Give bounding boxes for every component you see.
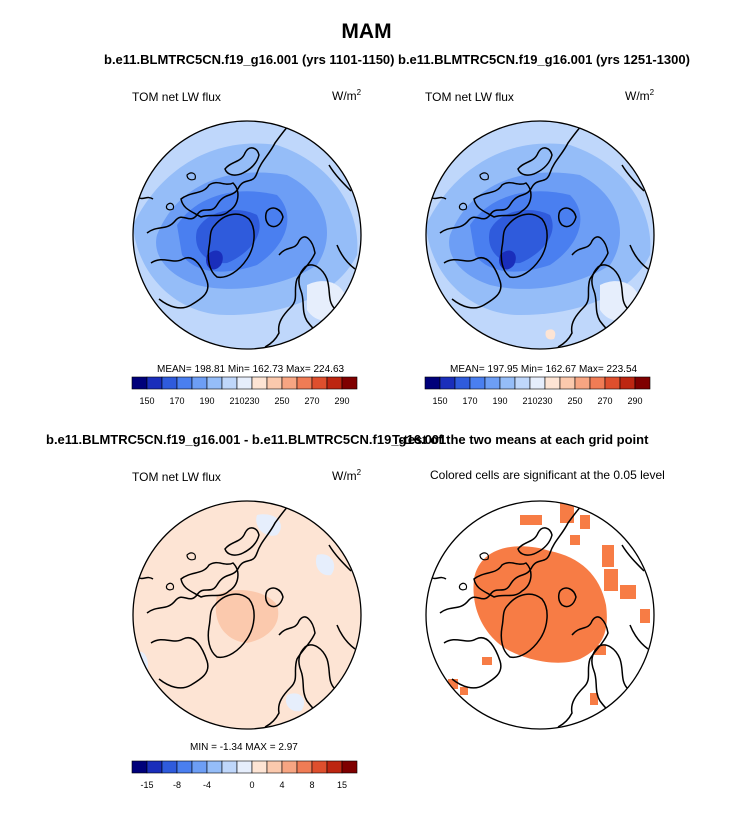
colorbar-tick-label: 190 <box>199 396 214 406</box>
colorbar-swatch <box>484 376 501 390</box>
panel3-variable-label: TOM net LW flux <box>132 470 221 484</box>
colorbar-tick-label: 170 <box>169 396 184 406</box>
colorbar-swatch <box>191 760 208 774</box>
panel1-stats: MEAN= 198.81 Min= 162.73 Max= 224.63 <box>157 364 345 375</box>
colorbar-tick-label: -15 <box>140 780 153 790</box>
colorbar-swatch <box>604 376 621 390</box>
panel4-title: T-test of the two means at each grid poi… <box>392 432 649 447</box>
colorbar-swatch <box>161 376 178 390</box>
colorbar-tick-label: 150 <box>139 396 154 406</box>
colorbar-swatch <box>544 376 561 390</box>
colorbar-tick-label: 270 <box>304 396 319 406</box>
panel2-units: W/m2 <box>625 88 655 103</box>
colorbar-swatch <box>176 760 193 774</box>
colorbar-swatch <box>326 760 343 774</box>
colorbar-tick-label: 4 <box>279 780 284 790</box>
panel1-title: b.e11.BLMTRC5CN.f19_g16.001 (yrs 1101-11… <box>104 52 395 67</box>
panel1-units: W/m2 <box>332 88 362 103</box>
colorbar-swatch <box>236 376 253 390</box>
colorbar-swatch <box>176 376 193 390</box>
colorbar-tick-label: 170 <box>462 396 477 406</box>
colorbar-swatch <box>266 376 283 390</box>
colorbar-tick-label: 290 <box>334 396 349 406</box>
colorbar-swatch <box>454 376 471 390</box>
colorbar-swatch <box>559 376 576 390</box>
colorbar-swatch <box>281 376 298 390</box>
colorbar-swatch <box>161 760 178 774</box>
colorbar-tick-label: 250 <box>567 396 582 406</box>
colorbar-tick-label: 210 <box>229 396 244 406</box>
colorbar-tick-label: 190 <box>492 396 507 406</box>
colorbar-swatch <box>341 376 358 390</box>
colorbar-swatch <box>146 376 163 390</box>
colorbar-swatch <box>589 376 606 390</box>
panel3-units: W/m2 <box>332 468 362 483</box>
colorbar-swatch <box>439 376 456 390</box>
colorbar-swatch <box>206 376 223 390</box>
colorbar-swatch <box>206 760 223 774</box>
colorbar-tick-label: 290 <box>627 396 642 406</box>
colorbar-swatch <box>131 376 148 390</box>
colorbar-swatch <box>634 376 651 390</box>
colorbar-tick-label: -4 <box>203 780 211 790</box>
panel2-map <box>425 120 655 350</box>
panel3-title: b.e11.BLMTRC5CN.f19_g16.001 - b.e11.BLMT… <box>46 432 447 447</box>
panel2-stats: MEAN= 197.95 Min= 162.67 Max= 223.54 <box>450 364 638 375</box>
colorbar-swatch <box>514 376 531 390</box>
panel3-colorbar: -15 -8 -4 0 4 8 15 <box>131 760 358 790</box>
panel4-subtitle: Colored cells are significant at the 0.0… <box>430 468 665 482</box>
colorbar-swatch <box>146 760 163 774</box>
colorbar-swatch <box>131 760 148 774</box>
colorbar-swatch <box>341 760 358 774</box>
colorbar-tick-label: 270 <box>597 396 612 406</box>
colorbar-swatch <box>499 376 516 390</box>
colorbar-swatch <box>469 376 486 390</box>
colorbar-swatch <box>251 760 268 774</box>
colorbar-swatch <box>251 376 268 390</box>
colorbar-tick-label: 8 <box>309 780 314 790</box>
colorbar-swatch <box>191 376 208 390</box>
colorbar-tick-label: 150 <box>432 396 447 406</box>
panel1-variable-label: TOM net LW flux <box>132 90 221 104</box>
colorbar-swatch <box>619 376 636 390</box>
colorbar-swatch <box>281 760 298 774</box>
colorbar-tick-label: -8 <box>173 780 181 790</box>
colorbar-swatch <box>529 376 546 390</box>
colorbar-swatch <box>311 376 328 390</box>
colorbar-swatch <box>574 376 591 390</box>
colorbar-swatch <box>326 376 343 390</box>
colorbar-swatch <box>266 760 283 774</box>
colorbar-swatch <box>221 760 238 774</box>
colorbar-tick-label: 250 <box>274 396 289 406</box>
colorbar-swatch <box>296 376 313 390</box>
panel2-variable-label: TOM net LW flux <box>425 90 514 104</box>
colorbar-tick-label: 230 <box>537 396 552 406</box>
panel3-stats: MIN = -1.34 MAX = 2.97 <box>190 742 298 753</box>
colorbar-swatch <box>236 760 253 774</box>
colorbar-swatch <box>424 376 441 390</box>
panel2-title: b.e11.BLMTRC5CN.f19_g16.001 (yrs 1251-13… <box>398 52 690 67</box>
colorbar-swatch <box>296 760 313 774</box>
colorbar-tick-label: 0 <box>249 780 254 790</box>
colorbar-swatch <box>311 760 328 774</box>
panel2-colorbar: 150 170 190 210 230 250 270 290 <box>424 376 651 406</box>
main-title: MAM <box>341 20 392 43</box>
colorbar-swatch <box>221 376 238 390</box>
colorbar-tick-label: 230 <box>244 396 259 406</box>
panel4-map <box>425 500 655 730</box>
panel1-map <box>132 120 362 350</box>
colorbar-tick-label: 15 <box>337 780 347 790</box>
colorbar-tick-label: 210 <box>522 396 537 406</box>
panel3-map <box>132 500 362 730</box>
panel1-colorbar: 150 170 190 210 230 250 270 290 <box>131 376 358 406</box>
